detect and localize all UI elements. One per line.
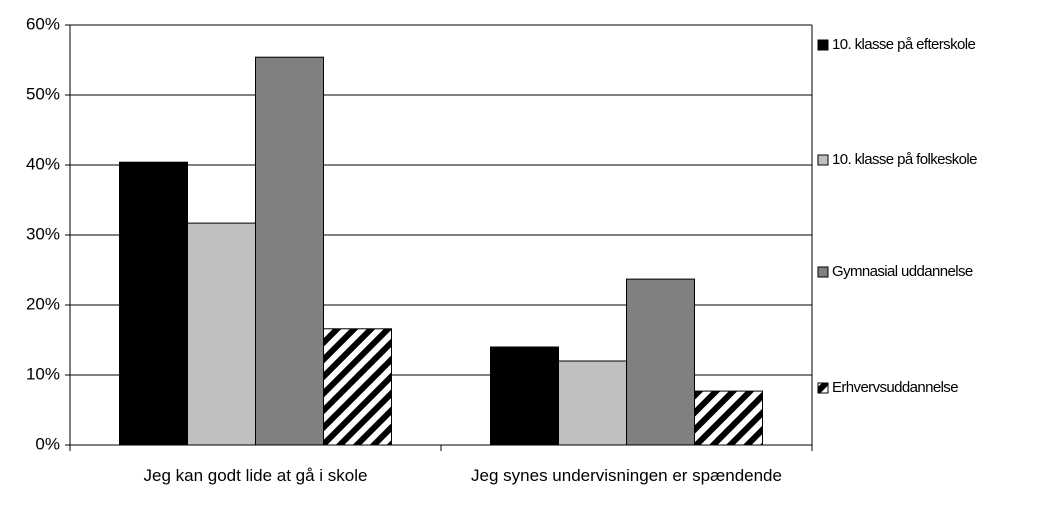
bar — [558, 360, 627, 446]
legend-swatch — [817, 39, 829, 51]
bar — [626, 278, 695, 446]
y-tick-label: 40% — [26, 154, 60, 173]
y-tick-label: 30% — [26, 224, 60, 243]
legend-swatch — [817, 382, 829, 394]
bar — [490, 346, 559, 446]
y-tick-label: 20% — [26, 294, 60, 313]
bar — [255, 56, 324, 446]
bar — [694, 390, 763, 446]
y-tick-label: 10% — [26, 364, 60, 383]
legend-label: Gymnasial uddannelse — [832, 263, 973, 280]
legend-label: Erhvervsuddannelse — [832, 379, 958, 396]
bar — [187, 222, 256, 446]
y-tick-label: 60% — [26, 14, 60, 33]
legend-swatch — [817, 154, 829, 166]
x-tick-label: Jeg synes undervisningen er spændende — [471, 466, 782, 485]
bar — [119, 161, 188, 446]
legend-label: 10. klasse på folkeskole — [832, 151, 977, 168]
legend-label: 10. klasse på efterskole — [832, 36, 975, 53]
y-tick-label: 0% — [35, 434, 60, 453]
x-tick-label: Jeg kan godt lide at gå i skole — [143, 466, 368, 485]
bar — [323, 328, 392, 446]
legend-swatch — [817, 266, 829, 278]
y-tick-label: 50% — [26, 84, 60, 103]
